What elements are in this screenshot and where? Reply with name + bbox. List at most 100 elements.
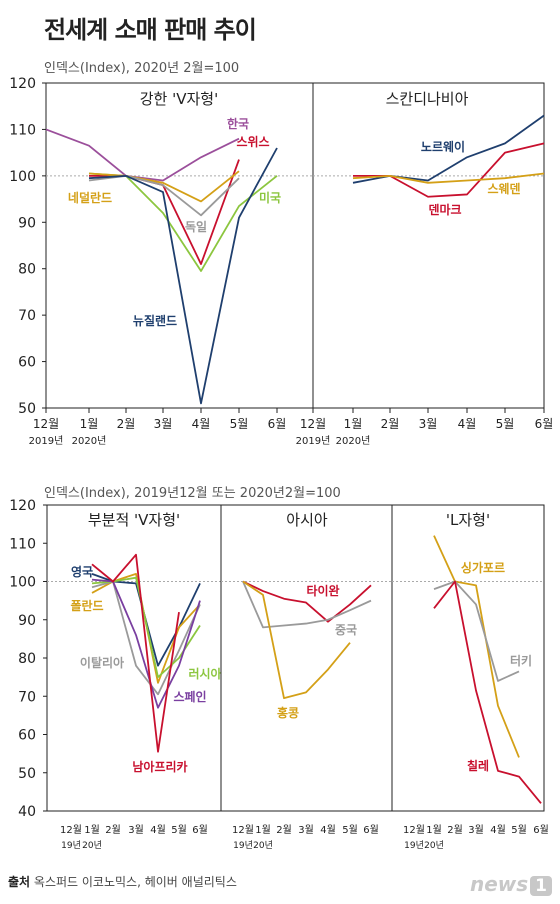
- bottom-x-year-label: 20년: [253, 840, 273, 851]
- bottom-x-tick-label: 5월: [342, 824, 358, 836]
- bottom-x-tick-label: 5월: [511, 824, 527, 836]
- bottom-y-tick-label: 70: [18, 689, 36, 705]
- top-y-tick-label: 110: [9, 122, 36, 138]
- series-line-한국: [45, 128, 240, 182]
- top-x-year-label: 2020년: [72, 435, 107, 447]
- series-label-칠레: 칠레: [467, 758, 489, 773]
- page-title: 전세계 소매 판매 추이: [44, 16, 257, 44]
- bottom-panel-frame-2: [391, 504, 545, 812]
- series-line-칠레: [433, 580, 542, 804]
- bottom-panel-title-1: 아시아: [286, 511, 328, 529]
- top-x-tick-label: 1월: [344, 417, 363, 431]
- bottom-x-tick-label: 1월: [255, 824, 271, 836]
- top-x-year-label: 2019년: [29, 435, 64, 447]
- top-x-tick-label: 6월: [535, 417, 554, 431]
- top-x-tick-label: 6월: [268, 417, 287, 431]
- series-label-폴란드: 폴란드: [70, 598, 103, 613]
- series-line-터키: [433, 580, 520, 682]
- top-x-tick-label: 2월: [117, 417, 136, 431]
- logo-digit: 1: [530, 876, 552, 896]
- top-y-tick-label: 100: [9, 169, 36, 185]
- series-label-스페인: 스페인: [173, 689, 206, 704]
- bottom-y-tick-label: 80: [18, 651, 36, 667]
- bottom-x-tick-label: 5월: [171, 824, 187, 836]
- bottom-y-tick-label: 90: [18, 613, 36, 629]
- series-line-홍콩: [242, 580, 351, 700]
- bottom-panel-title-2: 'L자형': [446, 511, 490, 529]
- series-label-터키: 터키: [510, 653, 532, 668]
- bottom-x-tick-label: 12월: [232, 824, 254, 836]
- source-label: 출처: [8, 875, 31, 889]
- bottom-y-tick-label: 60: [18, 728, 36, 744]
- top-x-year-label: 2020년: [336, 435, 371, 447]
- bottom-x-tick-label: 2월: [276, 824, 292, 836]
- top-x-tick-label: 12월: [300, 417, 326, 431]
- series-label-싱가포르: 싱가포르: [461, 560, 505, 575]
- series-label-노르웨이: 노르웨이: [421, 139, 465, 154]
- series-line-싱가포르: [433, 535, 520, 758]
- series-line-남아프리카: [91, 553, 180, 753]
- top-y-tick-label: 70: [18, 308, 36, 324]
- top-y-tick-label: 80: [18, 262, 36, 278]
- source-text: 옥스퍼드 이코노믹스, 헤이버 애널리틱스: [33, 875, 237, 889]
- top-panel-frame-1: [312, 82, 545, 409]
- series-label-중국: 중국: [335, 623, 357, 637]
- bottom-x-year-label: 19년: [61, 840, 81, 851]
- bottom-x-tick-label: 6월: [192, 824, 208, 836]
- series-label-덴마크: 덴마크: [428, 202, 461, 217]
- top-x-year-label: 2019년: [296, 435, 331, 447]
- top-x-tick-label: 5월: [230, 417, 249, 431]
- top-x-tick-label: 5월: [496, 417, 515, 431]
- bottom-panel-frame-1: [220, 504, 393, 812]
- bottom-x-tick-label: 3월: [298, 824, 314, 836]
- top-index-note: 인덱스(Index), 2020년 2월=100: [44, 61, 240, 76]
- series-label-한국: 한국: [227, 116, 249, 131]
- bottom-y-tick-label: 120: [9, 498, 36, 514]
- bottom-x-tick-label: 1월: [426, 824, 442, 836]
- top-x-tick-label: 3월: [154, 417, 173, 431]
- series-line-타이완: [242, 580, 372, 623]
- bottom-index-note: 인덱스(Index), 2019년12월 또는 2020년2월=100: [44, 486, 341, 501]
- series-label-미국: 미국: [259, 190, 281, 205]
- bottom-x-year-label: 19년: [404, 840, 424, 851]
- bottom-x-year-label: 19년: [233, 840, 253, 851]
- series-line-스웨덴: [352, 172, 545, 184]
- series-line-중국: [242, 581, 372, 629]
- top-y-tick-label: 120: [9, 76, 36, 92]
- bottom-y-tick-label: 100: [9, 575, 36, 591]
- bottom-panel-title-0: 부분적 'V자형': [88, 511, 180, 529]
- series-label-홍콩: 홍콩: [277, 705, 299, 720]
- top-y-tick-label: 50: [18, 401, 36, 417]
- footer: 출처 옥스퍼드 이코노믹스, 헤이버 애널리틱스: [8, 873, 237, 890]
- series-label-스위스: 스위스: [236, 135, 269, 149]
- bottom-x-tick-label: 6월: [363, 824, 379, 836]
- top-y-tick-label: 90: [18, 215, 36, 231]
- series-label-독일: 독일: [185, 220, 207, 234]
- top-panel-title-1: 스칸디나비아: [386, 90, 469, 108]
- series-line-스페인: [91, 578, 201, 709]
- series-label-남아프리카: 남아프리카: [132, 759, 187, 774]
- top-x-tick-label: 12월: [33, 417, 59, 431]
- logo-word: news: [469, 872, 529, 896]
- series-line-미국: [88, 172, 278, 272]
- series-label-네덜란드: 네덜란드: [68, 190, 112, 205]
- bottom-x-tick-label: 3월: [128, 824, 144, 836]
- bottom-x-tick-label: 4월: [490, 824, 506, 836]
- bottom-x-tick-label: 3월: [468, 824, 484, 836]
- bottom-x-tick-label: 12월: [403, 824, 425, 836]
- top-x-tick-label: 1월: [80, 417, 99, 431]
- bottom-y-tick-label: 40: [18, 804, 36, 820]
- bottom-y-tick-label: 50: [18, 766, 36, 782]
- top-x-tick-label: 4월: [458, 417, 477, 431]
- top-panel-frame-0: [45, 82, 314, 409]
- bottom-x-tick-label: 2월: [447, 824, 463, 836]
- news1-logo: news 1: [470, 872, 552, 896]
- top-x-tick-label: 4월: [192, 417, 211, 431]
- series-line-뉴질랜드: [88, 147, 278, 405]
- series-label-뉴질랜드: 뉴질랜드: [133, 313, 177, 328]
- bottom-x-tick-label: 12월: [60, 824, 82, 836]
- top-x-tick-label: 3월: [419, 417, 438, 431]
- series-line-네덜란드: [88, 170, 240, 203]
- bottom-x-year-label: 20년: [82, 840, 102, 851]
